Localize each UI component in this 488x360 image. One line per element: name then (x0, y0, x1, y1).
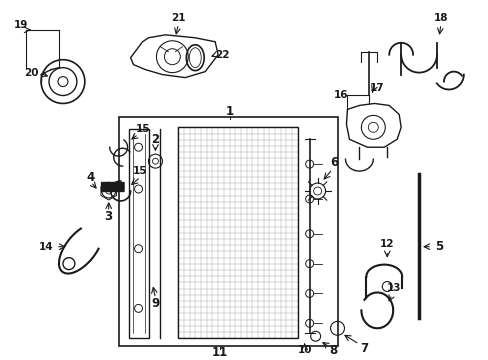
Text: 13: 13 (386, 283, 401, 293)
Bar (101, 182, 122, 191)
Text: 17: 17 (369, 82, 384, 93)
Text: 6: 6 (330, 156, 338, 168)
Text: 22: 22 (214, 50, 229, 60)
Text: 15: 15 (133, 166, 147, 176)
Text: 14: 14 (39, 242, 53, 252)
Bar (119, 117, 337, 346)
Text: 16: 16 (334, 90, 348, 99)
Text: 15: 15 (136, 124, 150, 134)
Text: 5: 5 (434, 240, 442, 253)
Text: 18: 18 (433, 13, 447, 23)
Bar (178, 127, 297, 338)
Text: 21: 21 (171, 13, 185, 23)
Text: 19: 19 (14, 20, 28, 30)
Polygon shape (346, 103, 400, 147)
Text: 7: 7 (360, 342, 367, 355)
Text: 4: 4 (86, 171, 95, 184)
Text: 1: 1 (225, 105, 234, 118)
Text: 20: 20 (24, 68, 38, 78)
Text: 8: 8 (329, 344, 337, 357)
Text: 2: 2 (151, 133, 159, 146)
Text: 9: 9 (151, 297, 159, 310)
Circle shape (102, 182, 110, 190)
Text: 3: 3 (104, 210, 113, 223)
Text: 11: 11 (212, 346, 228, 359)
Text: 10: 10 (297, 345, 311, 355)
Text: 12: 12 (379, 239, 394, 249)
Polygon shape (130, 35, 218, 78)
Bar (128, 129, 148, 338)
